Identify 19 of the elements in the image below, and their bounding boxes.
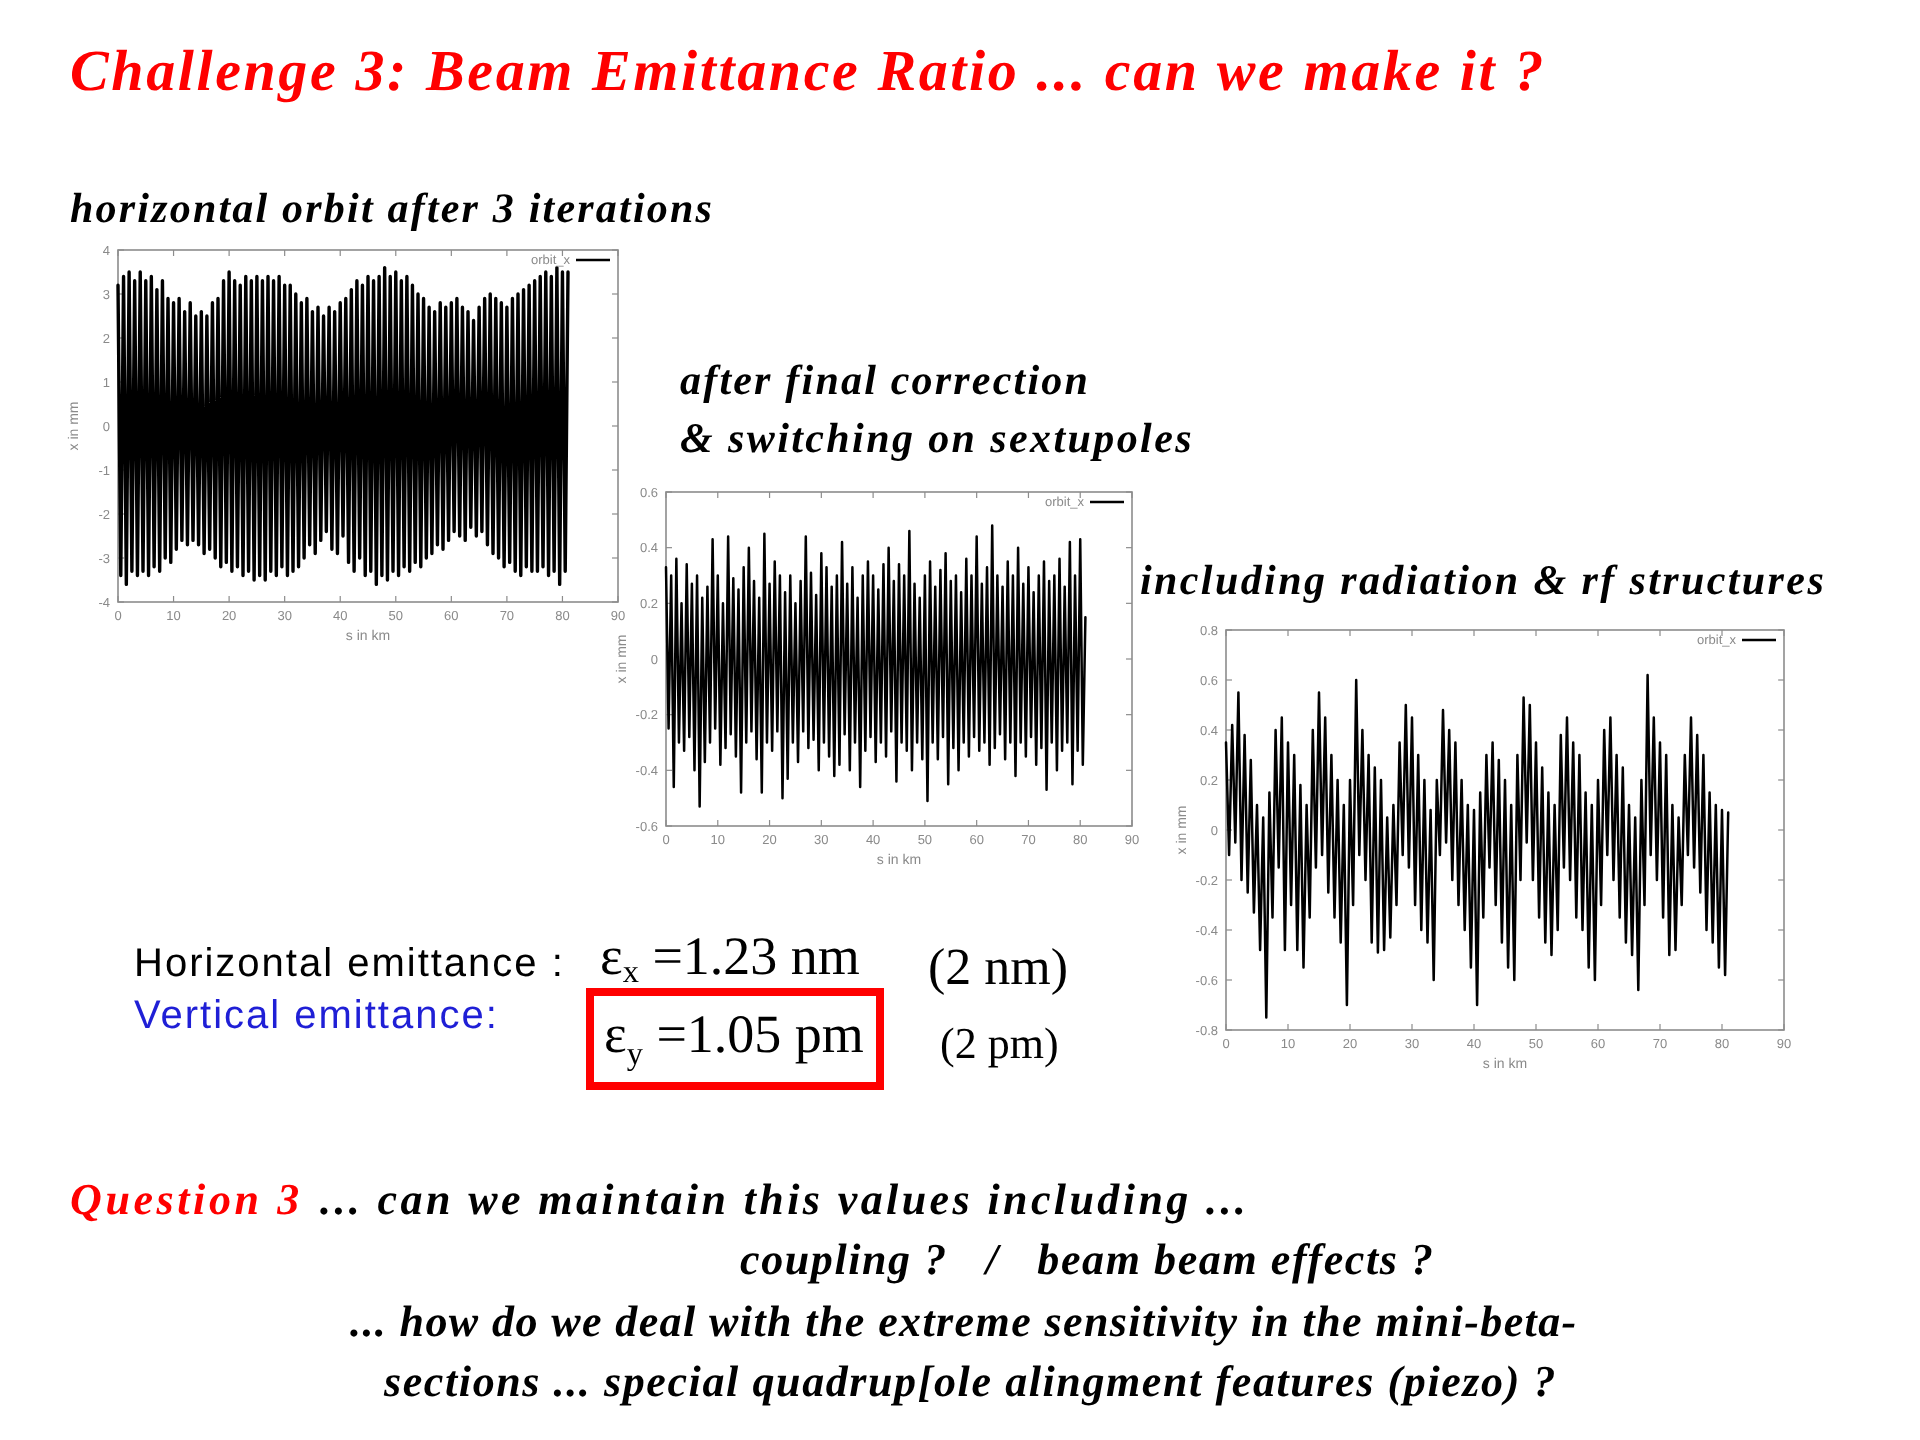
text: Horizontal emittance : — [134, 942, 565, 986]
text: ... how do we deal with the extreme sensitivity in the mini-beta- — [350, 1296, 1578, 1346]
text: (2 pm) — [940, 1018, 1059, 1068]
chart-title: after final correction — [680, 356, 1091, 404]
text: Challenge 3: Beam Emittance Ratio ... can we make it ? — [70, 40, 1546, 104]
line-series — [664, 524, 1087, 808]
chart-title: including radiation & rf structures — [1140, 556, 1827, 604]
chart-subtitle: & switching on sextupoles — [680, 414, 1194, 462]
text: (2 nm) — [928, 938, 1069, 996]
text: Vertical emittance: — [134, 994, 499, 1038]
line-series — [116, 265, 570, 587]
text: Question 3 — [70, 1174, 303, 1224]
chart-subtitle: horizontal orbit after 3 iterations — [70, 184, 715, 232]
text: ε$_{y}$ =1.05 pm — [604, 1004, 864, 1072]
text: ... can we maintain this values including ... — [320, 1174, 1250, 1224]
line-series — [1224, 673, 1730, 1019]
text: sections ... special quadrup[ole alingment features (piezo) ? — [382, 1356, 1558, 1406]
text: coupling ? / beam beam effects ? — [740, 1234, 1435, 1284]
text: ε$_{x}$ =1.23 nm — [600, 926, 860, 990]
